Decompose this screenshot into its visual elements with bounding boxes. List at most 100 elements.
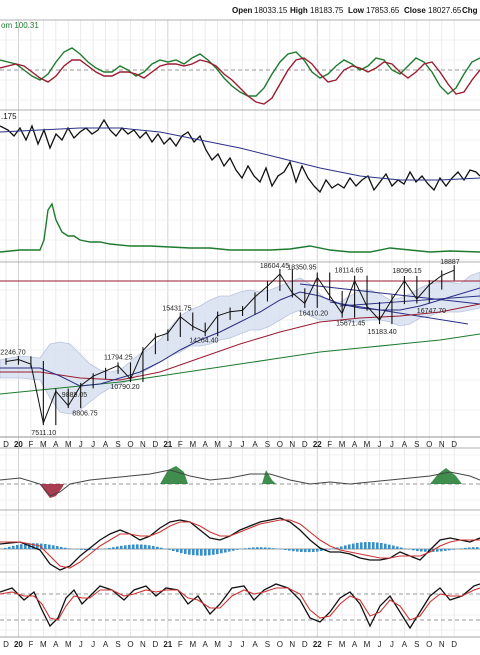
macd-histogram-bar: [120, 546, 123, 549]
x-tick-label: S: [265, 440, 270, 449]
x-tick-label: M: [364, 640, 371, 649]
open-value: 18033.15: [254, 6, 288, 15]
close-label: Close: [404, 6, 426, 15]
macd-histogram-bar: [308, 549, 311, 552]
macd-histogram-bar: [104, 549, 107, 550]
macd-histogram-bar: [244, 548, 247, 549]
macd-histogram-bar: [356, 543, 359, 549]
price-annotation: 18604.45: [260, 263, 289, 270]
price-annotation: 7511.10: [31, 430, 56, 437]
macd-histogram-bar: [220, 549, 223, 553]
x-tick-label: N: [439, 440, 445, 449]
x-tick-label: O: [127, 640, 133, 649]
x-tick-label: O: [127, 440, 133, 449]
macd-histogram-bar: [168, 549, 171, 550]
macd-signal-line: [0, 520, 480, 568]
x-tick-label: 21: [163, 440, 172, 449]
macd-histogram-bar: [412, 549, 415, 550]
x-tick-label: N: [289, 440, 295, 449]
macd-histogram-bar: [176, 549, 179, 552]
osc-positive-fill-2: [262, 470, 276, 484]
macd-histogram-bar: [216, 549, 219, 554]
macd-histogram-bar: [444, 549, 447, 551]
macd-histogram-bar: [424, 549, 427, 552]
macd-histogram-bar: [372, 542, 375, 549]
x-tick-label: J: [390, 640, 394, 649]
x-tick-label: F: [28, 640, 33, 649]
x-tick-label: N: [140, 440, 146, 449]
x-tick-label: N: [439, 640, 445, 649]
price-annotation: 16747.70: [417, 308, 446, 315]
x-tick-label: D: [302, 440, 308, 449]
macd-histogram-bar: [144, 545, 147, 549]
x-tick-label: A: [53, 440, 59, 449]
price-annotation: 15183.40: [368, 329, 397, 336]
macd-histogram-bar: [420, 549, 423, 552]
macd-histogram-bar: [312, 549, 315, 552]
macd-histogram-bar: [76, 549, 79, 550]
macd-histogram-bar: [292, 549, 295, 551]
x-tick-label: D: [451, 640, 457, 649]
x-tick-label: 21: [163, 640, 172, 649]
ratio-line: [0, 120, 480, 192]
x-tick-label: J: [79, 640, 83, 649]
macd-histogram-bar: [468, 548, 471, 550]
price-annotation: 18114.65: [335, 268, 364, 275]
x-tick-label: F: [327, 440, 332, 449]
macd-histogram-bar: [44, 544, 47, 549]
macd-histogram-bar: [136, 544, 139, 549]
macd-histogram-bar: [252, 547, 255, 549]
macd-histogram-bar: [272, 548, 275, 549]
x-tick-label: J: [228, 440, 232, 449]
x-tick-label: M: [189, 640, 196, 649]
osc-positive-fill: [160, 466, 188, 484]
macd-histogram-bar: [192, 549, 195, 555]
macd-histogram-bar: [224, 549, 227, 553]
x-tick-label: N: [140, 640, 146, 649]
x-tick-label: A: [402, 640, 408, 649]
x-tick-label: S: [414, 640, 419, 649]
x-tick-label: F: [28, 440, 33, 449]
osc-mid-line: [0, 470, 480, 496]
macd-histogram-bar: [452, 549, 455, 550]
macd-histogram-bar: [212, 549, 215, 555]
macd-histogram-bar: [140, 545, 143, 550]
x-tick-label: J: [91, 640, 95, 649]
price-annotation: 18887: [440, 259, 460, 266]
macd-line: [0, 518, 480, 570]
macd-histogram-bar: [364, 542, 367, 549]
x-tick-label: S: [115, 440, 120, 449]
x-tick-label: O: [426, 640, 432, 649]
macd-histogram-bar: [400, 548, 403, 550]
price-annotation: 16410.20: [299, 311, 328, 318]
x-tick-label: D: [451, 440, 457, 449]
macd-histogram-bar: [208, 549, 211, 555]
macd-histogram-bar: [160, 548, 163, 549]
x-tick-label: A: [352, 640, 358, 649]
macd-histogram-bar: [460, 548, 463, 549]
x-tick-label: M: [214, 640, 221, 649]
macd-histogram-bar: [360, 542, 363, 549]
macd-histogram-bar: [84, 549, 87, 550]
x-tick-label: A: [103, 440, 109, 449]
x-tick-label: J: [79, 440, 83, 449]
x-tick-label: S: [265, 640, 270, 649]
macd-histogram-bar: [152, 546, 155, 549]
macd-histogram-bar: [376, 543, 379, 550]
osc-top-maroon-line: [0, 58, 480, 104]
macd-histogram-bar: [188, 549, 191, 555]
price-annotation: 9889.05: [62, 392, 87, 399]
macd-histogram-bar: [48, 545, 51, 549]
macd-histogram-bar: [68, 548, 71, 549]
macd-histogram-bar: [392, 546, 395, 550]
x-tick-label: D: [302, 640, 308, 649]
x-tick-label: M: [214, 440, 221, 449]
x-tick-label: 22: [313, 640, 322, 649]
x-tick-label: M: [364, 440, 371, 449]
x-tick-label: J: [91, 440, 95, 449]
low-value: 17853.65: [366, 6, 400, 15]
x-tick-label: D: [3, 440, 9, 449]
x-tick-label: A: [103, 640, 109, 649]
x-tick-label: M: [40, 640, 47, 649]
